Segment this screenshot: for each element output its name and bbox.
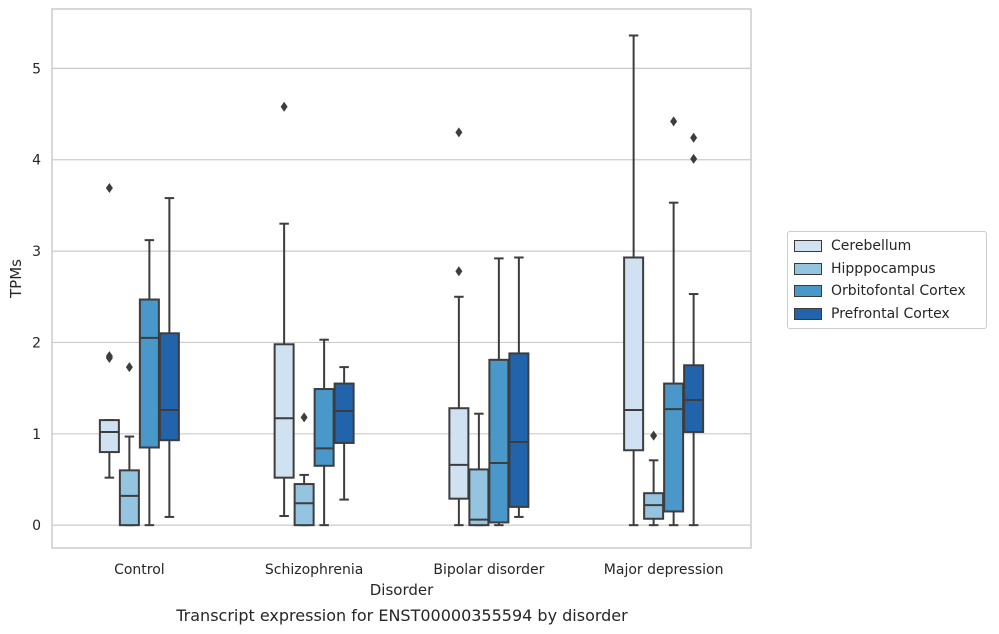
x-tick-label: Major depression: [604, 562, 724, 578]
outlier-point: [105, 183, 113, 194]
box-group: [683, 132, 705, 527]
legend-swatch-prefrontal: [794, 307, 822, 320]
outlier-point: [280, 101, 288, 112]
legend-swatch-cerebellum: [794, 240, 822, 253]
box-group: [623, 34, 645, 527]
tick-labels: 0 1 2 3 4 5 Control Schizophrenia Bipolar disord…: [32, 61, 723, 578]
outlier-point: [125, 362, 133, 373]
box-marks: [98, 34, 705, 527]
box-group: [508, 256, 530, 518]
legend-swatch-orbitofrontal: [794, 285, 822, 298]
box-group: [643, 430, 665, 527]
box: [293, 483, 315, 527]
box: [468, 468, 490, 527]
legend-swatch-hippocampus: [794, 262, 822, 275]
chart-caption: Transcript expression for ENST0000035559…: [176, 606, 628, 625]
legend-item: Orbitofontal Cortex: [794, 280, 980, 303]
box-group: [138, 239, 160, 527]
box: [158, 332, 180, 442]
box: [623, 256, 645, 452]
box: [683, 364, 705, 433]
outlier-point: [105, 352, 113, 363]
outlier-point: [670, 116, 678, 127]
box-group: [333, 366, 355, 501]
legend-label-cerebellum: Cerebellum: [831, 238, 912, 255]
outlier-point: [690, 132, 698, 143]
outlier-point: [455, 127, 463, 138]
x-tick-label: Control: [114, 562, 165, 578]
box-group: [273, 101, 295, 518]
legend-item: Hipppocampus: [794, 258, 980, 281]
box: [663, 382, 685, 513]
x-tick-label: Bipolar disorder: [433, 562, 544, 578]
box: [273, 343, 295, 479]
box: [138, 298, 160, 449]
legend-label-hippocampus: Hipppocampus: [831, 260, 936, 277]
box-group: [468, 412, 490, 527]
y-tick-label: 4: [32, 153, 41, 169]
box-group: [293, 412, 315, 527]
x-axis-label: Disorder: [370, 581, 434, 599]
legend: Cerebellum Hipppocampus Orbitofontal Cor…: [787, 231, 987, 329]
box-group: [98, 183, 120, 479]
box: [448, 407, 470, 500]
gridlines: [52, 67, 751, 526]
box-group: [158, 197, 180, 518]
y-axis-label: TPMs: [7, 259, 25, 299]
legend-item: Prefrontal Cortex: [794, 303, 980, 326]
y-tick-label: 1: [32, 427, 41, 443]
box-group: [313, 338, 335, 527]
y-tick-label: 0: [32, 518, 41, 534]
y-tick-label: 5: [32, 61, 41, 77]
outlier-point: [690, 153, 698, 164]
box: [118, 469, 140, 527]
box: [98, 419, 120, 454]
y-tick-label: 3: [32, 244, 41, 260]
outlier-point: [455, 266, 463, 277]
box: [508, 352, 530, 508]
outlier-point: [300, 412, 308, 423]
box-group: [488, 257, 510, 527]
x-tick-label: Schizophrenia: [265, 562, 363, 578]
outlier-point: [650, 430, 658, 441]
box-group: [118, 362, 140, 527]
legend-label-prefrontal: Prefrontal Cortex: [831, 305, 950, 322]
box: [488, 358, 510, 524]
box: [313, 388, 335, 467]
legend-label-orbitofrontal: Orbitofontal Cortex: [831, 283, 966, 300]
box-group: [663, 116, 685, 527]
box: [333, 382, 355, 444]
plot-frame: [51, 8, 752, 549]
box-group: [448, 127, 470, 527]
y-tick-label: 2: [32, 335, 41, 351]
legend-item: Cerebellum: [794, 235, 980, 258]
